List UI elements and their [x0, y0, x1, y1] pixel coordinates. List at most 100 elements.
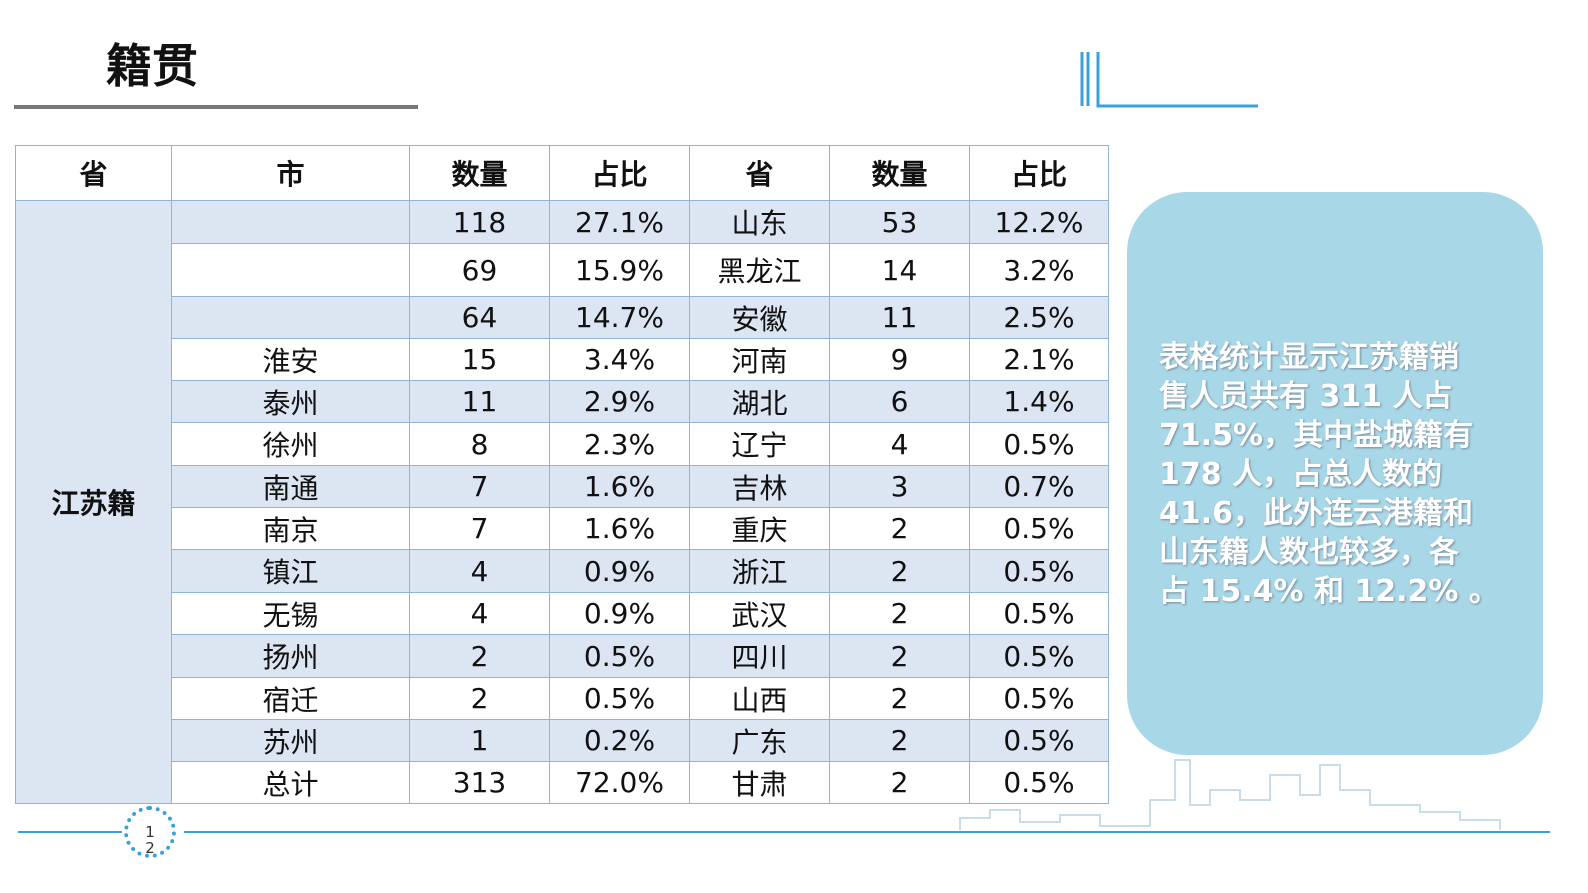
table-cell: 2.9% — [549, 380, 690, 423]
table-row: 64 14.7% 安徽 11 2.5% — [16, 296, 1109, 339]
table-cell: 广东 — [689, 719, 830, 762]
table-cell: 南京 — [171, 507, 410, 550]
group-cell: 江苏籍 — [15, 200, 172, 804]
table-cell: 0.9% — [549, 549, 690, 593]
table-cell: 11 — [829, 296, 970, 339]
table-cell: 0.5% — [549, 634, 690, 678]
table-cell: 9 — [829, 338, 970, 381]
table-cell: 69 — [409, 243, 550, 297]
table-cell: 53 — [829, 200, 970, 244]
summary-line: 占 15.4% 和 12.2% 。 — [1159, 574, 1499, 609]
table-cell: 4 — [409, 592, 550, 635]
table-cell: 2 — [829, 719, 970, 762]
header-cell: 占比 — [969, 145, 1109, 201]
table-row: 南京 7 1.6% 重庆 2 0.5% — [16, 507, 1109, 550]
table-cell: 14 — [829, 243, 970, 297]
table-cell: 4 — [829, 422, 970, 466]
table-cell: 南通 — [171, 465, 410, 508]
table-cell: 吉林 — [689, 465, 830, 508]
table-cell: 总计 — [171, 761, 410, 804]
table-cell: 河南 — [689, 338, 830, 381]
table-row: 苏州 1 0.2% 广东 2 0.5% — [16, 719, 1109, 762]
table-cell: 四川 — [689, 634, 830, 678]
corner-mark — [1080, 52, 1258, 108]
table-cell: 0.2% — [549, 719, 690, 762]
summary-line: 表格统计显示江苏籍销 — [1159, 340, 1459, 375]
table-cell: 7 — [409, 465, 550, 508]
table-cell: 湖北 — [689, 380, 830, 423]
table-cell: 0.5% — [969, 592, 1109, 635]
table-cell: 2 — [829, 761, 970, 804]
table-row: 淮安 15 3.4% 河南 9 2.1% — [16, 338, 1109, 381]
table-cell: 8 — [409, 422, 550, 466]
table-cell — [171, 200, 410, 244]
table-cell: 11 — [409, 380, 550, 423]
table-cell: 2 — [409, 634, 550, 678]
summary-line: 41.6，此外连云港籍和 — [1159, 496, 1474, 531]
table-cell: 1.6% — [549, 507, 690, 550]
table-row: 镇江 4 0.9% 浙江 2 0.5% — [16, 549, 1109, 593]
table-cell: 宿迁 — [171, 677, 410, 720]
table-cell: 6 — [829, 380, 970, 423]
table-cell: 118 — [409, 200, 550, 244]
summary-line: 71.5%，其中盐城籍有 — [1159, 418, 1474, 453]
table-cell: 0.5% — [969, 677, 1109, 720]
table-cell: 浙江 — [689, 549, 830, 593]
summary-box: 表格统计显示江苏籍销 售人员共有 311 人占 71.5%，其中盐城籍有 178 人，… — [1127, 192, 1543, 755]
skyline — [959, 759, 1501, 830]
table-cell: 2.3% — [549, 422, 690, 466]
table-cell: 313 — [409, 761, 550, 804]
table-cell: 1.6% — [549, 465, 690, 508]
table-row: 江苏籍 118 27.1% 山东 53 12.2% — [15, 200, 1109, 804]
table-cell: 0.5% — [969, 422, 1109, 466]
table-cell: 72.0% — [549, 761, 690, 804]
table-cell: 武汉 — [689, 592, 830, 635]
table-cell: 辽宁 — [689, 422, 830, 466]
table-cell: 1 — [409, 719, 550, 762]
summary-line: 山东籍人数也较多，各 — [1159, 535, 1459, 570]
table-cell: 徐州 — [171, 422, 410, 466]
table-cell: 15 — [409, 338, 550, 381]
table-cell: 苏州 — [171, 719, 410, 762]
table-cell: 0.5% — [969, 549, 1109, 593]
header-cell: 数量 — [409, 145, 550, 201]
table-cell: 0.7% — [969, 465, 1109, 508]
header-row: 省市数量 占比省数量 占比 — [15, 145, 1109, 201]
summary-line: 售人员共有 311 人占 — [1159, 379, 1453, 414]
table-cell: 镇江 — [171, 549, 410, 593]
table-cell: 0.9% — [549, 592, 690, 635]
table-cell: 2.1% — [969, 338, 1109, 381]
table-cell: 1.4% — [969, 380, 1109, 423]
table-cell: 淮安 — [171, 338, 410, 381]
page-number: 12 — [124, 806, 176, 858]
table-cell — [171, 296, 410, 339]
slide-title: 籍贯 — [106, 39, 198, 93]
table-cell: 2.5% — [969, 296, 1109, 339]
table-cell: 7 — [409, 507, 550, 550]
header-cell: 占比 — [549, 145, 690, 201]
table-cell: 2 — [829, 592, 970, 635]
table-cell: 扬州 — [171, 634, 410, 678]
table-cell: 4 — [409, 549, 550, 593]
table-cell: 27.1% — [549, 200, 690, 244]
table-cell: 64 — [409, 296, 550, 339]
table-cell: 3.4% — [549, 338, 690, 381]
table-cell: 15.9% — [549, 243, 690, 297]
table-cell: 2 — [829, 507, 970, 550]
table-cell: 安徽 — [689, 296, 830, 339]
table-cell: 0.5% — [969, 634, 1109, 678]
table-row: 泰州 11 2.9% 湖北 6 1.4% — [16, 380, 1109, 423]
table-cell: 2 — [829, 677, 970, 720]
table-row: 徐州 8 2.3% 辽宁 4 0.5% — [16, 422, 1109, 466]
summary-line: 178 人，占总人数的 — [1159, 457, 1443, 492]
header-cell: 市 — [171, 145, 410, 201]
table-cell: 甘肃 — [689, 761, 830, 804]
table-cell: 2 — [829, 549, 970, 593]
header-cell: 省 — [15, 145, 172, 201]
table-cell: 黑龙江 — [689, 243, 830, 297]
header-cell: 省 — [689, 145, 830, 201]
table-cell: 14.7% — [549, 296, 690, 339]
table-row: 南通 7 1.6% 吉林 3 0.7% — [16, 465, 1109, 508]
